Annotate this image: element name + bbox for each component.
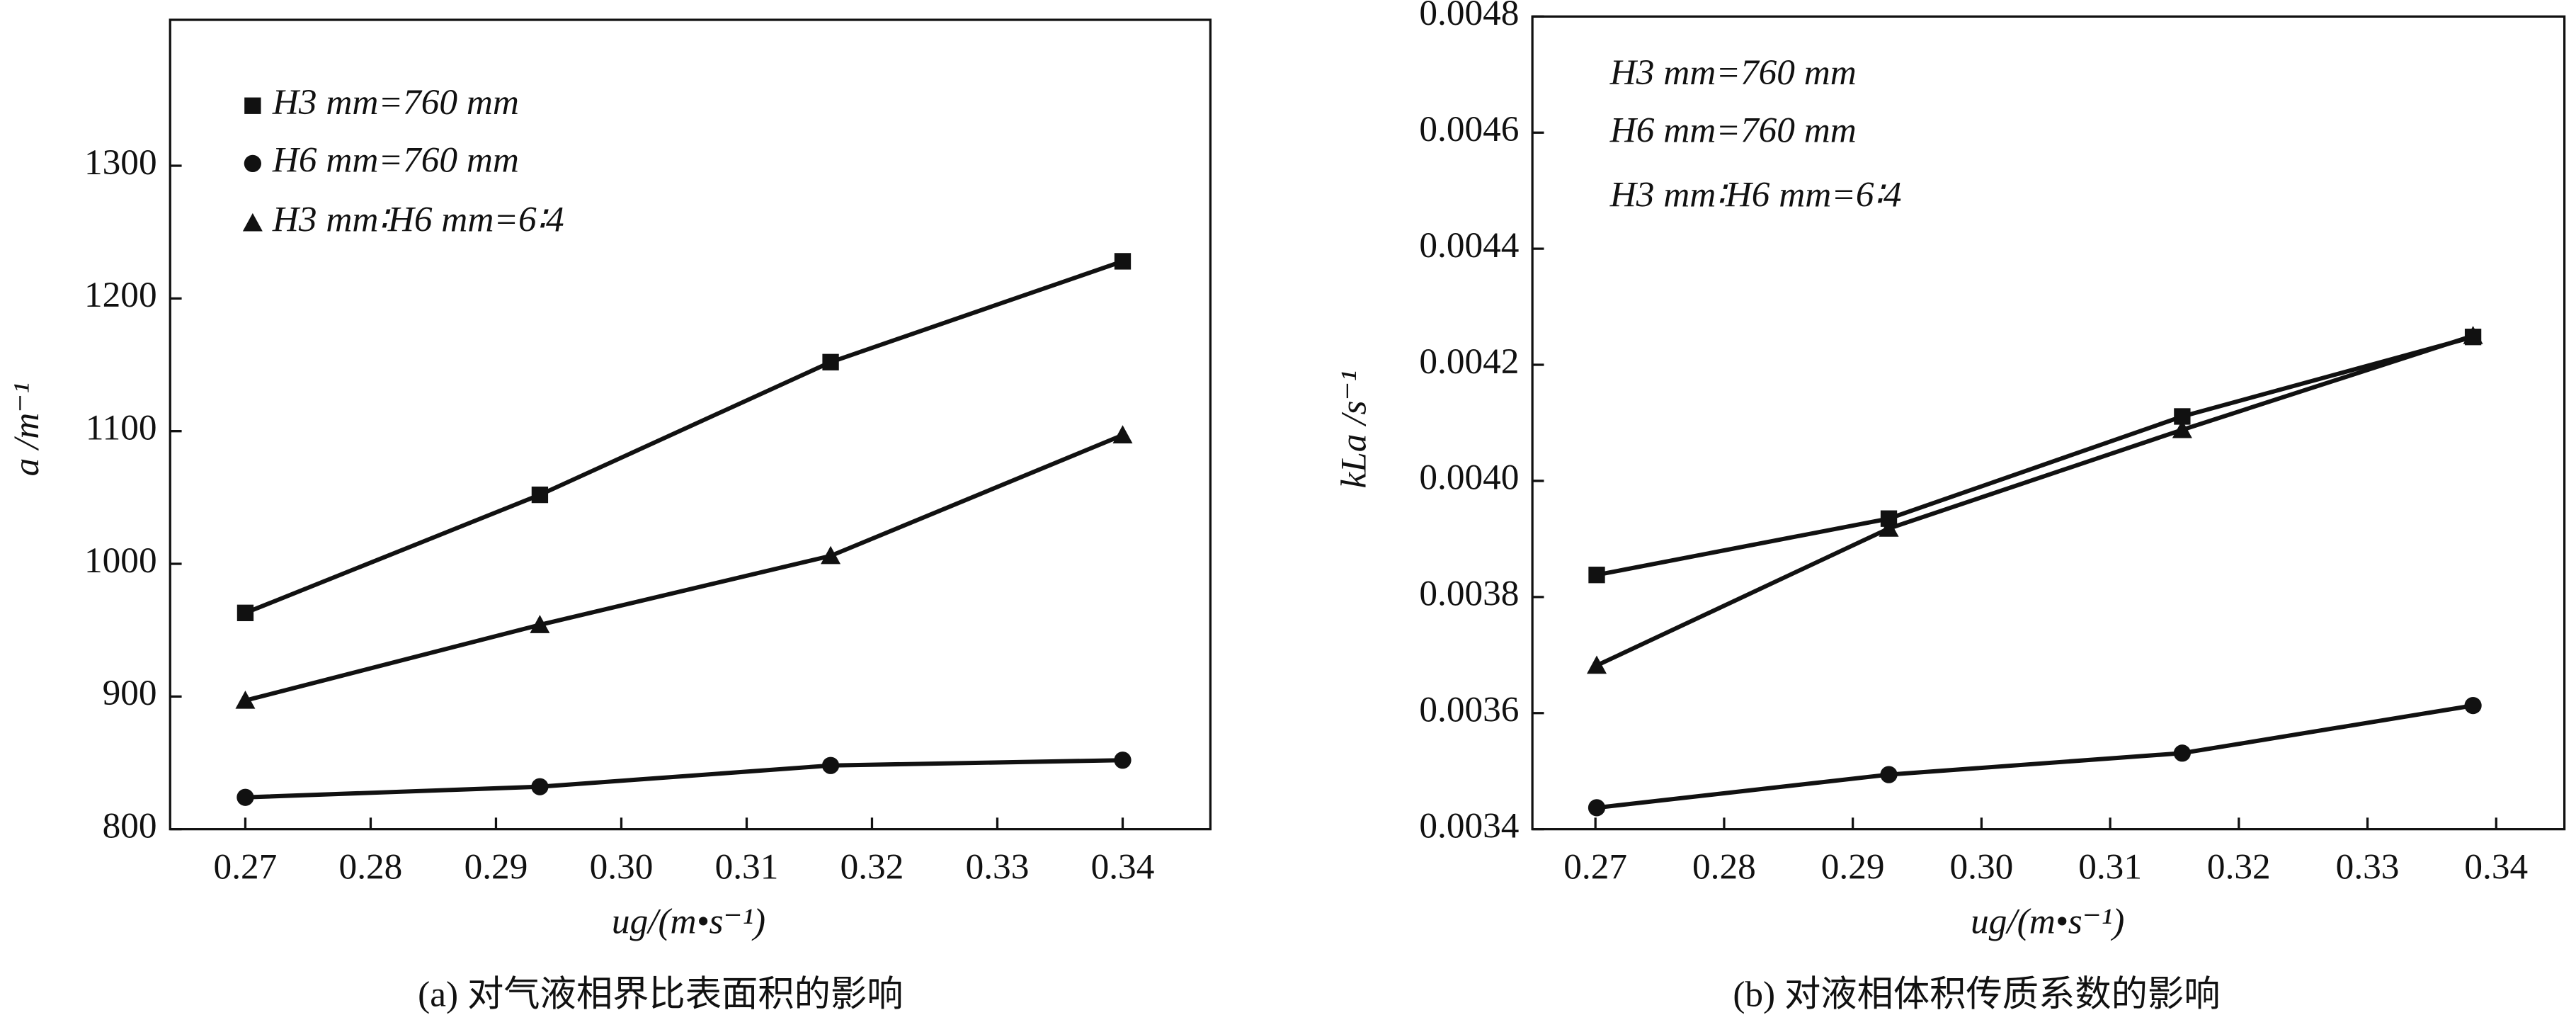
marker-square — [822, 353, 839, 370]
y-tick-label: 900 — [103, 673, 157, 713]
marker-square — [236, 604, 254, 621]
series-line — [244, 433, 1124, 703]
x-tick-label: 0.31 — [715, 847, 779, 888]
y-axis-label: a /m⁻¹ — [6, 382, 47, 476]
y-tick-label: 0.0034 — [1419, 805, 1519, 846]
plot-frame — [169, 18, 1212, 831]
x-tick-label: 0.33 — [966, 847, 1030, 888]
y-tick-label: 0.0044 — [1419, 225, 1519, 266]
legend-marker — [242, 212, 263, 232]
x-tick-label: 0.32 — [2207, 847, 2271, 888]
x-tick-label: 0.34 — [2464, 847, 2528, 888]
marker-circle — [2173, 744, 2192, 762]
series-line — [245, 758, 1123, 800]
x-tick-label: 0.27 — [214, 847, 278, 888]
y-tick-label: 1200 — [84, 275, 157, 315]
legend-label: H3 mm=760 mm — [272, 82, 519, 123]
x-tick-label: 0.34 — [1091, 847, 1155, 888]
y-tick-label: 1300 — [84, 142, 157, 183]
legend-label: H6 mm=760 mm — [1609, 110, 1857, 151]
y-tick-label: 0.0040 — [1419, 458, 1519, 498]
marker-circle — [531, 778, 549, 795]
y-tick-label: 0.0046 — [1419, 109, 1519, 149]
y-tick-label: 800 — [103, 805, 157, 846]
x-tick-label: 0.29 — [1821, 847, 1885, 888]
x-tick-label: 0.28 — [1692, 847, 1756, 888]
y-tick-label: 0.0042 — [1419, 341, 1519, 382]
marker-triangle — [1587, 655, 1607, 674]
y-axis-label: kLa /s⁻¹ — [1334, 370, 1374, 488]
caption: (a) 对气液相界比表面积的影响 — [418, 974, 903, 1014]
series-line — [1596, 703, 2474, 810]
marker-circle — [821, 756, 840, 774]
x-tick-label: 0.33 — [2336, 847, 2400, 888]
legend-label: H3 mm=760 mm — [1609, 52, 1857, 93]
legend-marker — [244, 97, 261, 114]
marker-triangle — [821, 545, 841, 565]
marker-square — [531, 486, 549, 504]
x-tick-label: 0.31 — [2078, 847, 2142, 888]
marker-circle — [1588, 799, 1606, 817]
legend-label: H3 mm∶H6 mm=6∶4 — [272, 200, 564, 240]
legend-marker — [244, 154, 261, 172]
series-line — [1595, 334, 2474, 668]
marker-square — [1588, 567, 1605, 584]
y-tick-label: 1100 — [86, 407, 157, 448]
y-tick-label: 0.0048 — [1419, 0, 1519, 33]
marker-triangle — [1879, 518, 1899, 537]
marker-circle — [236, 788, 254, 806]
marker-square — [1114, 253, 1132, 270]
x-tick-label: 0.29 — [465, 847, 528, 888]
caption: (b) 对液相体积传质系数的影响 — [1733, 974, 2220, 1014]
marker-triangle — [530, 615, 550, 633]
marker-circle — [2464, 696, 2482, 715]
y-tick-label: 0.0036 — [1419, 690, 1519, 730]
plot-frame — [1531, 15, 2566, 831]
y-tick-label: 0.0038 — [1419, 574, 1519, 614]
marker-square — [2174, 408, 2191, 425]
marker-triangle — [2172, 419, 2192, 438]
marker-circle — [1114, 752, 1132, 769]
marker-triangle — [1112, 425, 1133, 443]
x-axis-label: ug/(m•s⁻¹) — [1971, 902, 2124, 942]
series-line — [1596, 334, 2474, 577]
x-tick-label: 0.27 — [1563, 847, 1627, 888]
marker-triangle — [235, 690, 256, 709]
x-tick-label: 0.28 — [339, 847, 403, 888]
marker-circle — [1880, 766, 1898, 783]
legend-label: H6 mm=760 mm — [272, 140, 519, 181]
x-tick-label: 0.30 — [590, 847, 654, 888]
x-tick-label: 0.30 — [1949, 847, 2013, 888]
legend-label: H3 mm∶H6 mm=6∶4 — [1609, 175, 1902, 215]
series-line — [244, 259, 1124, 616]
marker-triangle — [2463, 326, 2483, 344]
y-tick-label: 1000 — [84, 540, 157, 581]
x-axis-label: ug/(m•s⁻¹) — [612, 902, 765, 942]
x-tick-label: 0.32 — [840, 847, 904, 888]
